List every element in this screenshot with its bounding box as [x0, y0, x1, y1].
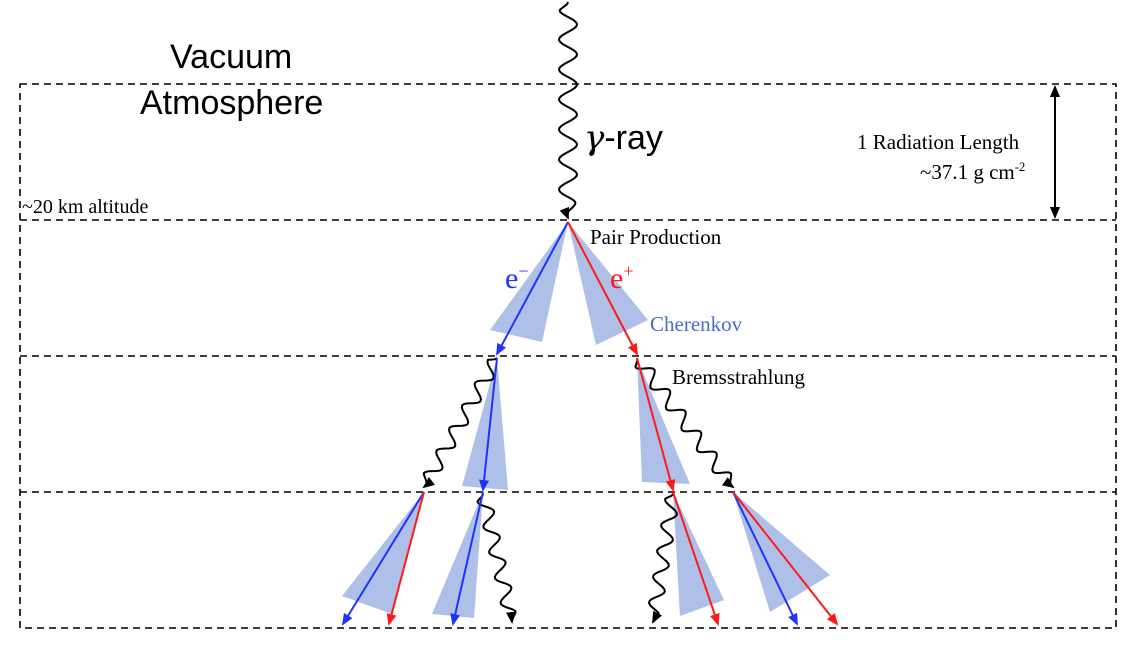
electron-sign: −: [518, 261, 528, 281]
cherenkov-cones: [342, 222, 830, 618]
altitude-label: ~20 km altitude: [22, 196, 148, 219]
cherenkov-cone-1: [490, 222, 568, 342]
depth-value-label: ~37.1 g cm-2: [920, 160, 1025, 185]
positron-track-5: [733, 492, 837, 624]
atmosphere-label: Atmosphere: [140, 84, 323, 123]
gamma-ray-photon: [559, 2, 577, 218]
bremsstrahlung-photon-3: [478, 494, 516, 622]
positron-label: e+: [610, 262, 633, 296]
gamma-symbol: γ: [584, 118, 604, 158]
bremsstrahlung-label: Bremsstrahlung: [672, 365, 805, 390]
gamma-ray-label: γ-ray: [584, 118, 663, 158]
pair-production-label: Pair Production: [590, 225, 721, 250]
gamma-ray-text: -ray: [604, 119, 663, 157]
positron-symbol: e: [610, 262, 623, 295]
depth-exponent: -2: [1015, 160, 1026, 174]
electron-label: e−: [505, 262, 528, 296]
vacuum-label: Vacuum: [170, 38, 292, 77]
cherenkov-label: Cherenkov: [650, 312, 742, 337]
radiation-length-label: 1 Radiation Length: [857, 130, 1019, 155]
depth-value: ~37.1 g cm: [920, 160, 1015, 184]
electron-symbol: e: [505, 262, 518, 295]
positron-sign: +: [623, 261, 633, 281]
cherenkov-cone-6: [432, 492, 483, 618]
bremsstrahlung-photon-4: [649, 494, 677, 622]
cherenkov-cone-7: [673, 492, 724, 616]
